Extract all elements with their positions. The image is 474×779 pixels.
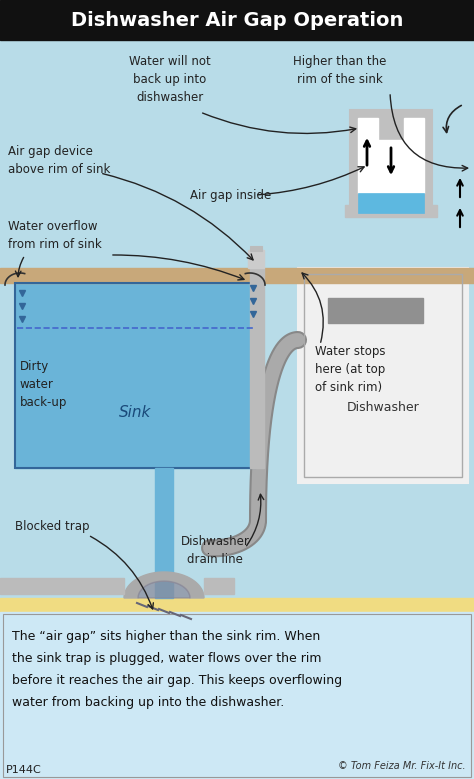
Text: Blocked trap: Blocked trap (15, 520, 90, 533)
Circle shape (308, 96, 472, 260)
Bar (250, 246, 262, 251)
Bar (298, 268, 468, 483)
Bar (350, 110, 432, 215)
Bar (328, 298, 423, 323)
Text: The “air gap” sits higher than the sink rim. When: The “air gap” sits higher than the sink … (12, 630, 320, 643)
Text: before it reaches the air gap. This keeps overflowing: before it reaches the air gap. This keep… (12, 674, 342, 687)
Text: Dirty
water
back-up: Dirty water back-up (20, 360, 67, 409)
Bar (15, 283, 255, 468)
Text: Dishwasher
drain line: Dishwasher drain line (181, 535, 249, 566)
Text: water from backing up into the dishwasher.: water from backing up into the dishwashe… (12, 696, 284, 709)
Bar (0, 612, 474, 779)
Text: Water stops
here (at top
of sink rim): Water stops here (at top of sink rim) (315, 345, 385, 394)
Bar (3, 614, 471, 777)
Bar (155, 468, 173, 598)
Bar (0, 598, 474, 612)
Bar (248, 250, 264, 268)
Text: Sink: Sink (119, 405, 151, 420)
Text: © Tom Feiza Mr. Fix-It Inc.: © Tom Feiza Mr. Fix-It Inc. (338, 761, 466, 771)
Bar (358, 193, 424, 213)
Polygon shape (124, 572, 204, 598)
Polygon shape (138, 581, 190, 598)
Bar (0, 0, 474, 40)
Bar (345, 205, 437, 217)
Text: Water will not
back up into
dishwasher: Water will not back up into dishwasher (129, 55, 211, 104)
Bar (0, 578, 124, 594)
Text: Air gap device
above rim of sink: Air gap device above rim of sink (8, 145, 110, 176)
Text: Water overflow
from rim of sink: Water overflow from rim of sink (8, 220, 102, 251)
Bar (378, 140, 404, 195)
Bar (0, 268, 474, 283)
Bar (204, 578, 234, 594)
Bar (304, 274, 462, 477)
Text: P144C: P144C (6, 765, 42, 775)
Bar (250, 268, 264, 468)
Text: Air gap inside: Air gap inside (190, 189, 271, 202)
Text: the sink trap is plugged, water flows over the rim: the sink trap is plugged, water flows ov… (12, 652, 321, 665)
Bar (15, 283, 255, 468)
Text: Dishwasher Air Gap Operation: Dishwasher Air Gap Operation (71, 10, 403, 30)
Bar (0, 40, 474, 600)
Bar (358, 118, 378, 193)
Text: Dishwasher: Dishwasher (346, 401, 419, 414)
Bar (404, 118, 424, 193)
Text: Higher than the
rim of the sink: Higher than the rim of the sink (293, 55, 387, 86)
